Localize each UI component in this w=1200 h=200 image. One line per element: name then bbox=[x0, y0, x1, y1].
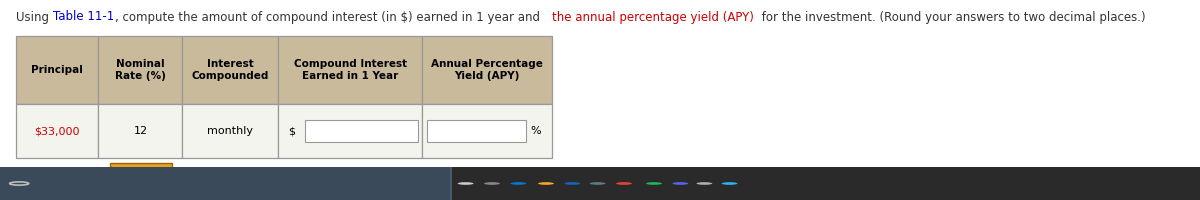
Text: for the investment. (Round your answers to two decimal places.): for the investment. (Round your answers … bbox=[758, 10, 1146, 23]
Text: the annual percentage yield (APY): the annual percentage yield (APY) bbox=[552, 10, 754, 23]
Text: Using: Using bbox=[16, 10, 53, 23]
Text: Compound Interest
Earned in 1 Year: Compound Interest Earned in 1 Year bbox=[294, 59, 407, 81]
Text: monthly: monthly bbox=[208, 126, 253, 136]
Text: Principal: Principal bbox=[31, 65, 83, 75]
Text: Read It: Read It bbox=[121, 171, 161, 181]
Text: Type here to search: Type here to search bbox=[26, 178, 122, 188]
Text: $33,000: $33,000 bbox=[35, 126, 79, 136]
Text: %: % bbox=[530, 126, 541, 136]
Text: Table 11-1: Table 11-1 bbox=[53, 10, 114, 23]
Text: Annual Percentage
Yield (APY): Annual Percentage Yield (APY) bbox=[431, 59, 544, 81]
Text: Interest
Compounded: Interest Compounded bbox=[192, 59, 269, 81]
Text: 12: 12 bbox=[133, 126, 148, 136]
Text: , compute the amount of compound interest (in $) earned in 1 year and: , compute the amount of compound interes… bbox=[115, 10, 544, 23]
Text: $: $ bbox=[288, 126, 295, 136]
Text: Nominal
Rate (%): Nominal Rate (%) bbox=[115, 59, 166, 81]
Text: Need Help?: Need Help? bbox=[16, 170, 91, 184]
